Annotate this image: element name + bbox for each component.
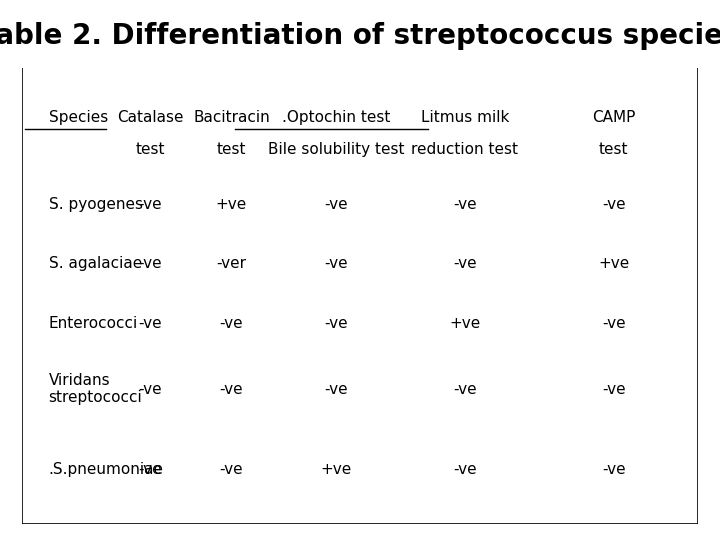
Text: -ve: -ve — [325, 315, 348, 330]
Text: Litmus milk: Litmus milk — [420, 110, 509, 125]
Text: Bile solubility test: Bile solubility test — [268, 142, 405, 157]
Text: -ve: -ve — [220, 462, 243, 476]
Text: Bacitracin: Bacitracin — [193, 110, 270, 125]
Text: test: test — [217, 142, 246, 157]
Text: +ve: +ve — [449, 315, 480, 330]
Text: -ve: -ve — [138, 382, 162, 397]
Text: reduction test: reduction test — [411, 142, 518, 157]
Text: -ve: -ve — [138, 197, 162, 212]
Text: -ve: -ve — [602, 197, 626, 212]
Text: +ve: +ve — [216, 197, 247, 212]
Text: -ve: -ve — [602, 462, 626, 476]
Text: Enterococci: Enterococci — [49, 315, 138, 330]
Text: -ve: -ve — [220, 315, 243, 330]
Text: Viridans
streptococci: Viridans streptococci — [49, 373, 143, 406]
Text: -ve: -ve — [138, 315, 162, 330]
Text: -ve: -ve — [325, 382, 348, 397]
Text: -ve: -ve — [453, 382, 477, 397]
Text: S. pyogenes: S. pyogenes — [49, 197, 143, 212]
Text: Catalase: Catalase — [117, 110, 184, 125]
Text: -ve: -ve — [138, 256, 162, 271]
Text: Table 2. Differentiation of streptococcus species: Table 2. Differentiation of streptococcu… — [0, 22, 720, 50]
Text: -ver: -ver — [217, 256, 246, 271]
Text: .S.pneumoniae: .S.pneumoniae — [49, 462, 163, 476]
Text: .Optochin test: .Optochin test — [282, 110, 390, 125]
Text: S. agalaciae: S. agalaciae — [49, 256, 142, 271]
Text: test: test — [135, 142, 165, 157]
Text: -ve: -ve — [602, 315, 626, 330]
Text: -ve: -ve — [138, 462, 162, 476]
Text: -ve: -ve — [453, 197, 477, 212]
Text: CAMP: CAMP — [592, 110, 636, 125]
FancyBboxPatch shape — [22, 68, 698, 524]
Text: Species: Species — [49, 110, 108, 125]
Text: -ve: -ve — [453, 462, 477, 476]
Text: +ve: +ve — [320, 462, 352, 476]
Text: -ve: -ve — [602, 382, 626, 397]
Text: +ve: +ve — [598, 256, 629, 271]
Text: -ve: -ve — [325, 256, 348, 271]
Text: test: test — [599, 142, 629, 157]
Text: -ve: -ve — [453, 256, 477, 271]
Text: -ve: -ve — [325, 197, 348, 212]
Text: -ve: -ve — [220, 382, 243, 397]
